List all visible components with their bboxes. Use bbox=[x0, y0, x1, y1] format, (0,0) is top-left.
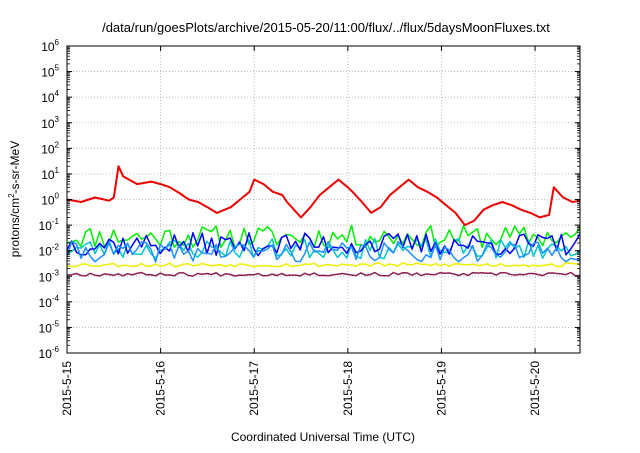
grid-layer bbox=[67, 46, 580, 353]
y-tick-label: 10-2 bbox=[39, 243, 60, 259]
y-ticks-layer: 10-6 10-5 10-4 10-3 10-2 10-1 100 101 102 103 104 1… bbox=[39, 38, 580, 361]
series-layer bbox=[66, 165, 581, 277]
y-tick-label: 104 bbox=[41, 89, 59, 105]
x-tick-label: 2015-5-18 bbox=[341, 361, 355, 416]
y-tick-label: 102 bbox=[41, 140, 59, 156]
x-tick-label: 2015-5-17 bbox=[247, 361, 261, 416]
y-tick-label: 10-1 bbox=[39, 217, 60, 233]
y-axis-label-sup: 2 bbox=[7, 193, 16, 198]
x-tick-label: 2015-5-20 bbox=[528, 361, 542, 416]
x-tick-label: 2015-5-15 bbox=[60, 361, 74, 416]
y-tick-label: 100 bbox=[41, 192, 59, 208]
y-tick-label: 10-3 bbox=[39, 268, 60, 284]
y-tick-label: 101 bbox=[41, 166, 59, 182]
plot-frame bbox=[66, 45, 581, 354]
x-ticks-layer: 2015-5-15 2015-5-16 2015-5-17 2015-5-18 2015… bbox=[60, 46, 542, 416]
series-line bbox=[66, 262, 581, 268]
y-axis-label-post: -s-sr-MeV bbox=[8, 141, 22, 194]
x-tick-label: 2015-5-16 bbox=[154, 361, 168, 416]
y-tick-label: 10-5 bbox=[39, 319, 60, 335]
y-tick-label: 103 bbox=[41, 115, 59, 131]
y-tick-label: 10-6 bbox=[39, 345, 60, 361]
series-line bbox=[66, 232, 581, 257]
y-tick-label: 10-4 bbox=[39, 294, 60, 310]
x-tick-label: 2015-5-19 bbox=[434, 361, 448, 416]
chart-title: /data/run/goesPlots/archive/2015-05-20/1… bbox=[102, 20, 550, 35]
y-tick-label: 105 bbox=[41, 64, 59, 80]
series-line bbox=[66, 240, 581, 263]
y-tick-label: 106 bbox=[41, 38, 59, 54]
series-line bbox=[66, 165, 581, 227]
series-line bbox=[66, 271, 581, 277]
series-line bbox=[66, 224, 581, 249]
x-axis-label: Coordinated Universal Time (UTC) bbox=[231, 430, 415, 444]
y-axis-label: protons/cm2-s-sr-MeV bbox=[7, 141, 22, 257]
y-axis-label-pre: protons/cm bbox=[8, 198, 22, 257]
